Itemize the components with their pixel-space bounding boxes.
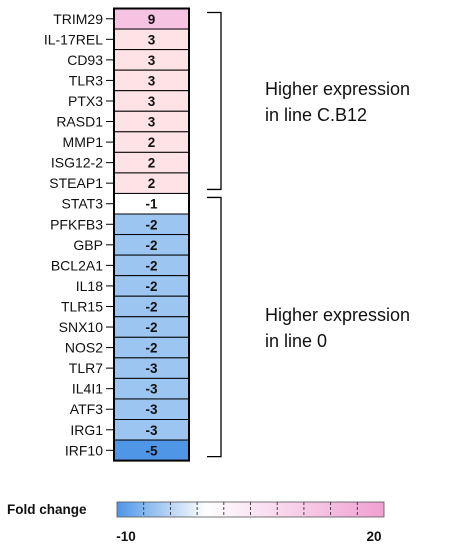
- cell-value-label: -3: [145, 361, 157, 376]
- group-bracket: [207, 11, 222, 191]
- group-label-line: in line C.B12: [265, 105, 367, 125]
- gene-label: RASD1: [56, 114, 103, 130]
- gene-label: IL18: [76, 278, 103, 294]
- group-bracket: [207, 196, 222, 458]
- cell-value-label: -1: [145, 197, 157, 212]
- gene-label: IL-17REL: [44, 31, 103, 47]
- cell-value-label: 3: [148, 115, 156, 130]
- gene-label: BCL2A1: [51, 257, 103, 273]
- group-label-line: Higher expression: [265, 305, 410, 325]
- cell-value-label: -2: [145, 217, 157, 232]
- cell-value-label: -2: [145, 320, 157, 335]
- gene-label: ISG12-2: [51, 155, 103, 171]
- group-label-line: Higher expression: [265, 79, 410, 99]
- cell-value-label: 2: [148, 135, 156, 150]
- fold-change-legend: Fold change -10 20: [7, 501, 385, 544]
- gene-label: TLR3: [69, 72, 103, 88]
- group-label-line: in line 0: [265, 331, 327, 351]
- gene-label: PTX3: [68, 93, 103, 109]
- cell-value-label: 3: [148, 73, 156, 88]
- legend-title: Fold change: [7, 502, 87, 517]
- cell-value-label: -2: [145, 238, 157, 253]
- heatmap-rows: TRIM29 9 IL-17REL 3 CD93 3 TLR3 3 PTX3 3 RASD1 3 MMP…: [44, 8, 190, 462]
- cell-value-label: -3: [145, 402, 157, 417]
- legend-min-label: -10: [116, 529, 136, 544]
- gene-label: GBP: [73, 237, 103, 253]
- gene-label: IL4I1: [72, 381, 103, 397]
- cell-value-label: 3: [148, 32, 156, 47]
- gene-label: TLR15: [61, 298, 103, 314]
- cell-value-label: -3: [145, 382, 157, 397]
- cell-value-label: 3: [148, 94, 156, 109]
- cell-value-label: -3: [145, 423, 157, 438]
- cell-value-label: 2: [148, 176, 156, 191]
- group-brackets: Higher expression in line C.B12 Higher exp…: [207, 11, 410, 458]
- gene-label: TRIM29: [53, 11, 103, 27]
- gene-label: NOS2: [65, 340, 103, 356]
- cell-value-label: -2: [145, 279, 157, 294]
- gene-label: IRF10: [65, 442, 103, 458]
- gene-label: TLR7: [69, 360, 103, 376]
- gene-label: STAT3: [62, 196, 104, 212]
- gene-label: ATF3: [70, 401, 103, 417]
- cell-value-label: 3: [148, 53, 156, 68]
- cell-value-label: -2: [145, 341, 157, 356]
- gene-label: SNX10: [59, 319, 104, 335]
- heatmap-frame: [113, 7, 190, 462]
- gene-label: STEAP1: [49, 175, 103, 191]
- cell-value-label: -5: [145, 443, 157, 458]
- cell-value-label: 9: [148, 12, 156, 27]
- gene-label: CD93: [67, 52, 103, 68]
- gene-label: IRG1: [70, 422, 103, 438]
- cell-value-label: -2: [145, 258, 157, 273]
- gene-label: PFKFB3: [50, 216, 103, 232]
- gene-label: MMP1: [63, 134, 104, 150]
- legend-max-label: 20: [366, 529, 381, 544]
- cell-value-label: 2: [148, 156, 156, 171]
- cell-value-label: -2: [145, 299, 157, 314]
